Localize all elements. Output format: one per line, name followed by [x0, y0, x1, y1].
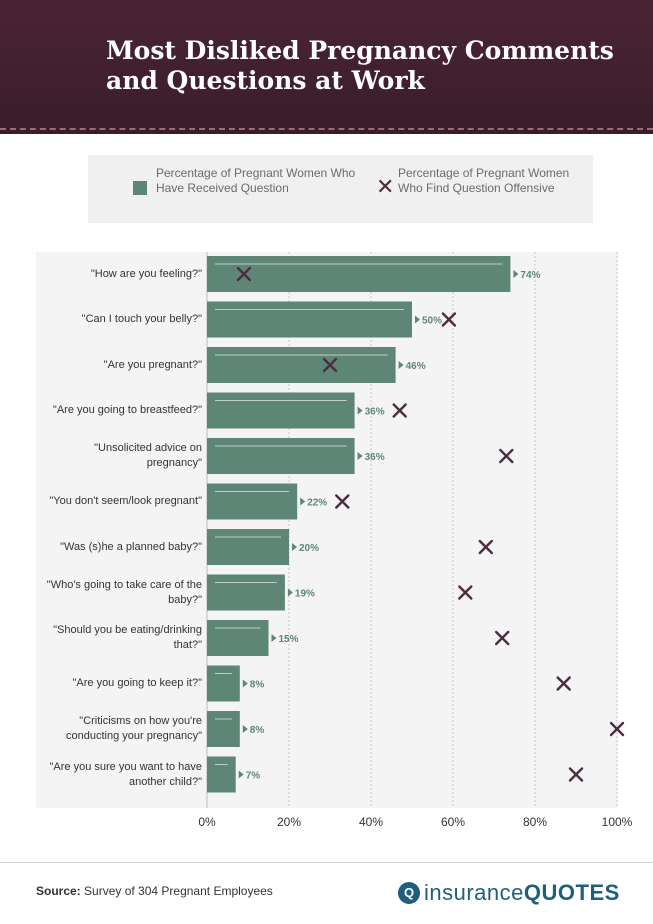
- category-label: "Was (s)he a planned baby?": [60, 540, 202, 553]
- category-label: "How are you feeling?": [90, 267, 202, 280]
- category-label: "Can I touch your belly?": [81, 313, 202, 325]
- category-label: "Criticisms on how you're conducting you…: [66, 715, 202, 742]
- legend-label-received: Percentage of Pregnant Women Who Have Re…: [156, 166, 356, 195]
- logo-text-left: insurance: [424, 880, 524, 905]
- logo-text: insuranceQUOTES: [424, 879, 620, 907]
- x-tick-label: 40%: [359, 815, 383, 829]
- x-tick-label: 100%: [602, 815, 633, 829]
- category-label: "Are you going to keep it?": [72, 677, 202, 689]
- footer-divider: [0, 862, 653, 863]
- legend-label-offensive: Percentage of Pregnant Women Who Find Qu…: [398, 166, 570, 195]
- x-tick-label: 0%: [198, 815, 216, 829]
- category-label: "Unsolicited advice on pregnancy": [94, 442, 202, 469]
- legend: Percentage of Pregnant Women Who Have Re…: [88, 155, 593, 223]
- logo-text-right: QUOTES: [523, 880, 620, 905]
- category-label: "Who's going to take care of the baby?": [46, 578, 202, 606]
- source-note: Source: Survey of 304 Pregnant Employees: [36, 884, 273, 898]
- page-title: Most Disliked Pregnancy Comments and Que…: [106, 36, 614, 95]
- category-label: "You don't seem/look pregnant": [49, 495, 202, 507]
- plot-background: [36, 252, 618, 808]
- header-divider: [0, 128, 653, 130]
- category-label: "Are you sure you want to have another c…: [49, 760, 203, 788]
- x-tick-label: 20%: [277, 815, 301, 829]
- category-label: "Should you be eating/drinking that?": [53, 624, 202, 651]
- header-banner: Most Disliked Pregnancy Comments and Que…: [0, 0, 653, 134]
- legend-swatch-received: [133, 181, 147, 195]
- x-tick-label: 80%: [523, 815, 547, 829]
- category-label: "Are you pregnant?": [103, 358, 202, 371]
- x-tick-label: 60%: [441, 815, 465, 829]
- source-label: Source:: [36, 884, 81, 898]
- source-text: Survey of 304 Pregnant Employees: [84, 884, 273, 898]
- legend-marker-offensive-icon: ✕: [376, 174, 395, 199]
- category-label: "Are you going to breastfeed?": [52, 404, 202, 416]
- logo-mark-icon: Q: [398, 882, 420, 904]
